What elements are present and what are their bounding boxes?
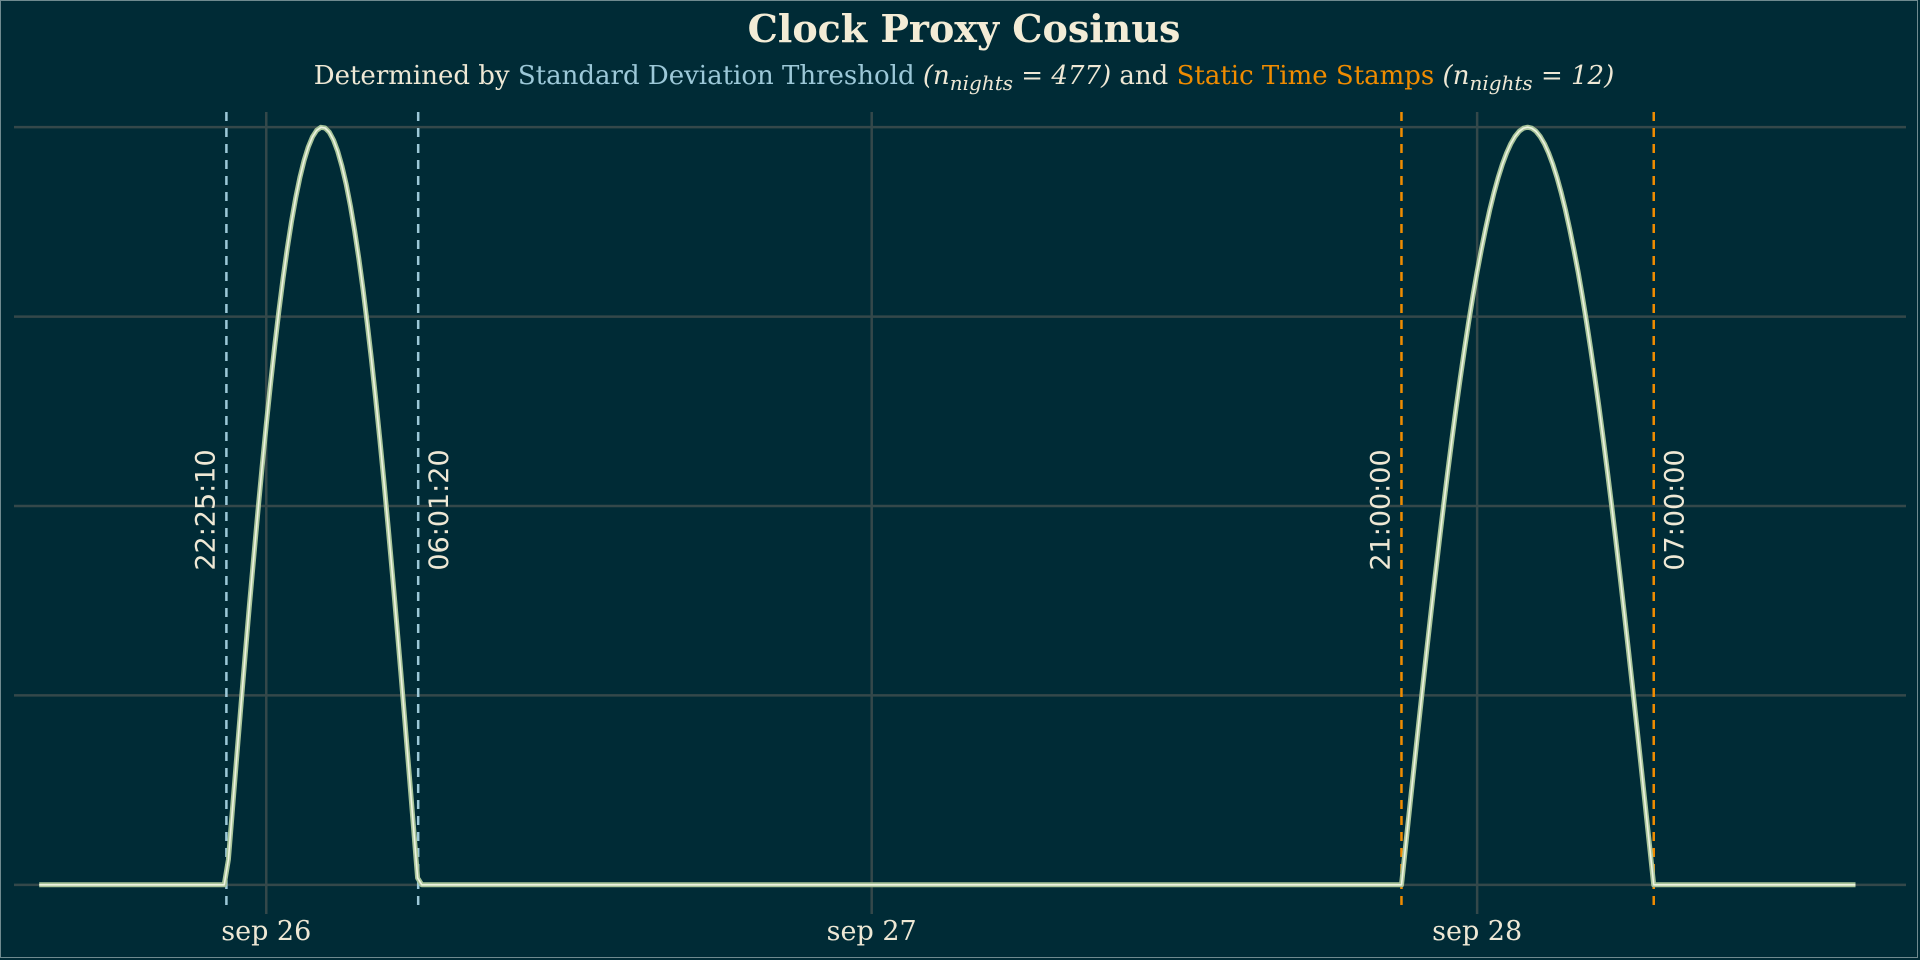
series-line (39, 126, 1856, 886)
night-markers (225, 112, 1655, 910)
subtitle-static-n-sub: nights (1469, 71, 1532, 95)
subtitle-static-n: (n (1443, 61, 1470, 91)
subtitle-joiner: and (1111, 61, 1176, 91)
subtitle-sd-n-val: = 477) (1013, 61, 1111, 91)
night-marker-label: 22:25:10 (190, 449, 221, 570)
night-marker-label: 21:00:00 (1365, 449, 1396, 570)
x-tick-label: sep 27 (827, 916, 917, 947)
marker-labels: 22:25:10 06:01:20 21:00:00 07:00:00 (190, 449, 1690, 570)
x-tick-label: sep 26 (221, 916, 311, 947)
night-marker-label: 06:01:20 (424, 449, 455, 570)
subtitle-prefix: Determined by (314, 61, 518, 91)
subtitle-sd-n: (n (923, 61, 950, 91)
x-tick-label: sep 28 (1432, 916, 1522, 947)
grid (14, 112, 1906, 914)
night-marker-label: 07:00:00 (1660, 449, 1691, 570)
subtitle-sd-n-sub: nights (950, 71, 1013, 95)
subtitle-static-method: Static Time Stamps (1177, 61, 1435, 91)
subtitle-static-n-val: = 12) (1533, 61, 1615, 91)
chart-subtitle: Determined by Standard Deviation Thresho… (314, 61, 1615, 95)
series (39, 124, 1856, 888)
subtitle-sd-method: Standard Deviation Threshold (518, 61, 915, 91)
chart-title: Clock Proxy Cosinus (748, 6, 1181, 51)
x-axis-ticks: sep 26 sep 27 sep 28 (221, 916, 1522, 947)
